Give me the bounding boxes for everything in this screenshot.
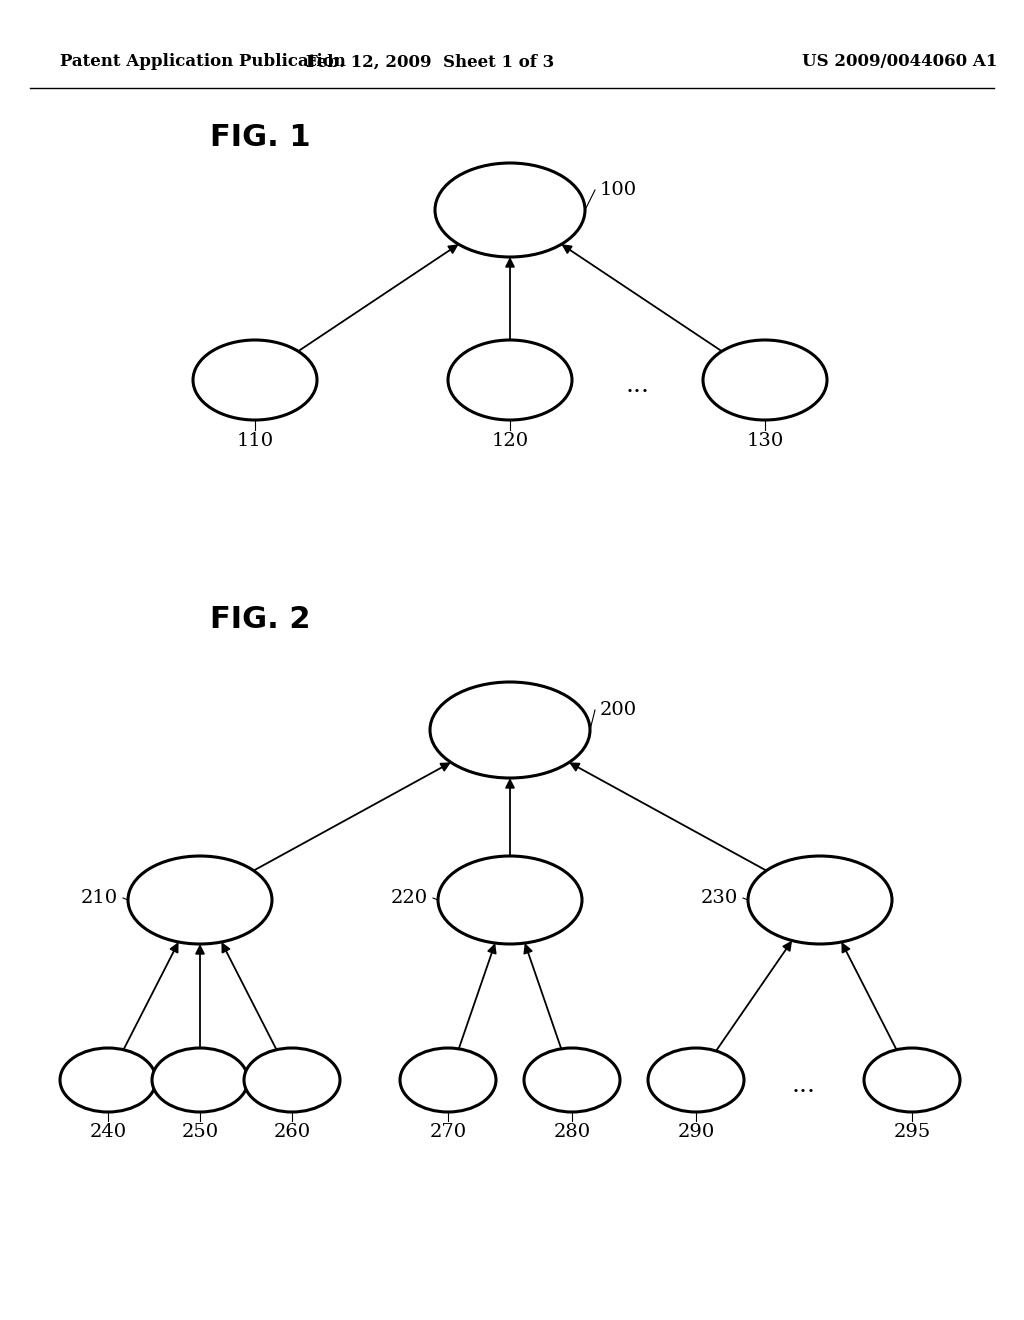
Text: 240: 240 [89,1123,127,1140]
Text: 230: 230 [700,888,738,907]
Text: 295: 295 [893,1123,931,1140]
Text: 270: 270 [429,1123,467,1140]
Ellipse shape [524,1048,620,1111]
Text: ...: ... [792,1073,816,1097]
Ellipse shape [128,855,272,944]
Text: FIG. 2: FIG. 2 [210,606,310,635]
Text: 210: 210 [81,888,118,907]
Text: 260: 260 [273,1123,310,1140]
Ellipse shape [152,1048,248,1111]
Text: ...: ... [626,374,650,396]
Ellipse shape [864,1048,961,1111]
Text: 110: 110 [237,432,273,450]
Ellipse shape [703,341,827,420]
Ellipse shape [193,341,317,420]
Text: 280: 280 [553,1123,591,1140]
Ellipse shape [244,1048,340,1111]
Text: Feb. 12, 2009  Sheet 1 of 3: Feb. 12, 2009 Sheet 1 of 3 [306,54,554,70]
Text: 120: 120 [492,432,528,450]
Ellipse shape [430,682,590,777]
Ellipse shape [435,162,585,257]
Ellipse shape [748,855,892,944]
Text: 100: 100 [600,181,637,199]
Text: 290: 290 [677,1123,715,1140]
Text: 220: 220 [391,888,428,907]
Ellipse shape [438,855,582,944]
Ellipse shape [648,1048,744,1111]
Text: US 2009/0044060 A1: US 2009/0044060 A1 [803,54,997,70]
Text: 130: 130 [746,432,783,450]
Ellipse shape [449,341,572,420]
Text: FIG. 1: FIG. 1 [210,124,310,153]
Ellipse shape [400,1048,496,1111]
Text: 250: 250 [181,1123,218,1140]
Text: Patent Application Publication: Patent Application Publication [60,54,346,70]
Ellipse shape [60,1048,156,1111]
Text: 200: 200 [600,701,637,719]
